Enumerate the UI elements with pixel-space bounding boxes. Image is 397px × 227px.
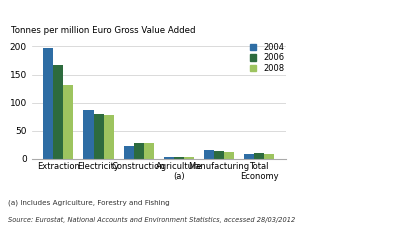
Bar: [83, 110, 94, 159]
Bar: [174, 157, 184, 159]
Bar: [224, 152, 234, 159]
Bar: [264, 154, 274, 159]
Bar: [144, 143, 154, 159]
Bar: [204, 150, 214, 159]
Bar: [244, 154, 254, 159]
Bar: [64, 85, 73, 159]
Bar: [134, 143, 144, 159]
Bar: [104, 115, 114, 159]
Bar: [94, 114, 104, 159]
Bar: [53, 65, 64, 159]
Text: Source: Eurostat, National Accounts and Environment Statistics, accessed 28/03/2: Source: Eurostat, National Accounts and …: [8, 217, 295, 223]
Bar: [123, 146, 134, 159]
Bar: [43, 48, 53, 159]
Text: (a) Includes Agriculture, Forestry and Fishing: (a) Includes Agriculture, Forestry and F…: [8, 199, 170, 206]
Bar: [214, 151, 224, 159]
Bar: [184, 157, 194, 159]
Legend: 2004, 2006, 2008: 2004, 2006, 2008: [250, 43, 284, 73]
Bar: [164, 157, 174, 159]
Bar: [254, 153, 264, 159]
Text: Tonnes per million Euro Gross Value Added: Tonnes per million Euro Gross Value Adde…: [12, 25, 196, 35]
